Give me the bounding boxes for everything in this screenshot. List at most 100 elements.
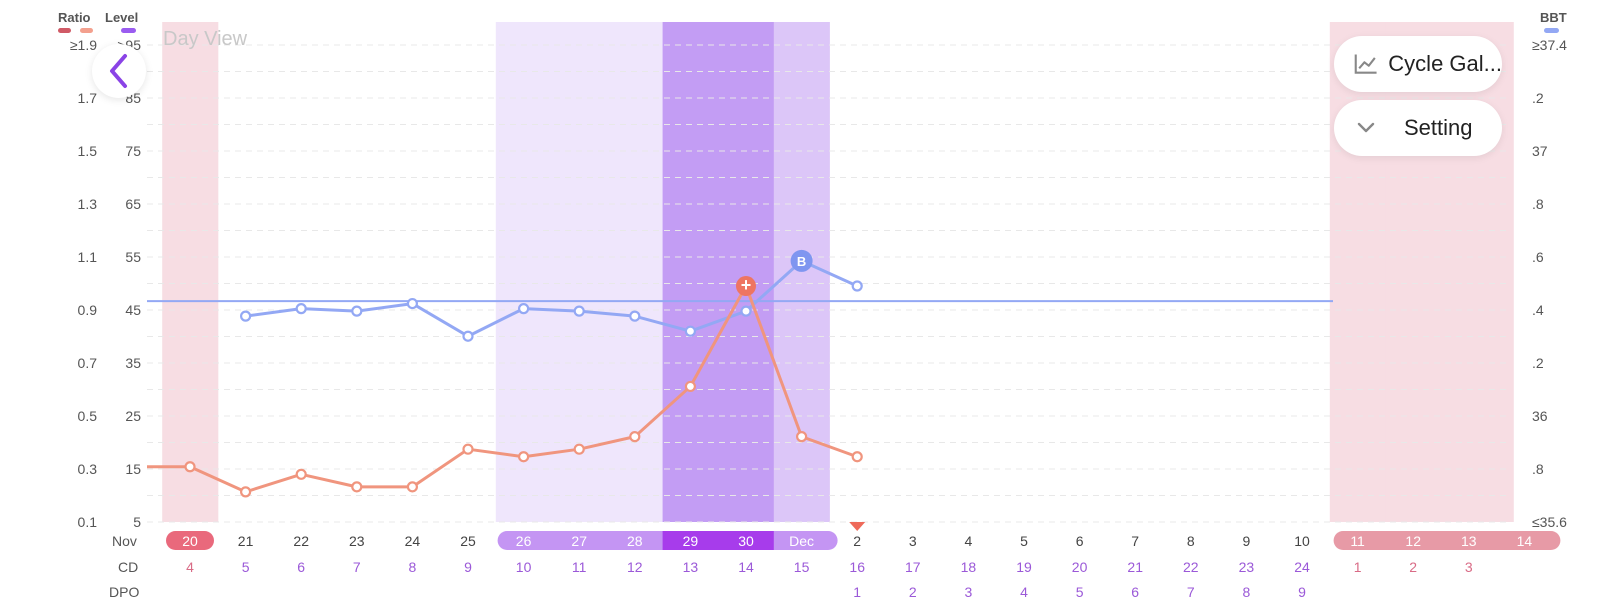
date-label: 13 [1461, 533, 1477, 549]
cd-label: 18 [961, 559, 977, 575]
bbt-swatch [1544, 28, 1559, 33]
lh-point [629, 431, 641, 443]
date-label: 10 [1294, 533, 1310, 549]
date-label: 24 [405, 533, 421, 549]
dpo-label: 7 [1187, 584, 1195, 600]
lh-line [147, 284, 858, 494]
dpo-label: 8 [1243, 584, 1251, 600]
cd-row-label: CD [118, 559, 138, 575]
setting-label: Setting [1404, 115, 1473, 140]
lh-point [406, 481, 418, 493]
level-tick-label: 65 [125, 196, 141, 212]
ratio-tick-label: 0.7 [78, 355, 98, 371]
lh-point [795, 431, 808, 443]
date-label: 29 [683, 533, 699, 549]
level-tick-label: 5 [133, 514, 141, 530]
date-label: 30 [738, 533, 754, 549]
ratio-tick-label: 0.9 [78, 302, 98, 318]
bbt-tick-label: ≥37.4 [1532, 37, 1567, 53]
lh-point [517, 451, 530, 463]
dpo-label: 5 [1076, 584, 1084, 600]
setting-button[interactable]: Setting [1334, 100, 1502, 156]
bbt-point [573, 305, 585, 317]
bbt-tick-label: .2 [1532, 90, 1544, 106]
date-label: 5 [1020, 533, 1028, 549]
period-date-pill [166, 531, 214, 550]
ratio-tick-label: 0.5 [78, 408, 98, 424]
cd-label: 19 [1016, 559, 1032, 575]
cycle-gallery-label: Cycle Gal... [1388, 51, 1502, 76]
cd-label: 24 [1294, 559, 1310, 575]
chevron-left-icon [110, 54, 127, 88]
bbt-point [740, 305, 752, 317]
cd-label: 22 [1183, 559, 1199, 575]
day-band [773, 22, 830, 522]
bbt-point [517, 303, 530, 315]
bbt-point [406, 297, 418, 310]
back-button[interactable] [92, 44, 146, 98]
date-label: 20 [182, 533, 198, 549]
lh-point [184, 461, 196, 473]
date-label: 8 [1187, 533, 1195, 549]
level-axis-header: Level [105, 10, 138, 25]
chevron-down-icon [1357, 122, 1375, 133]
day-band [1441, 22, 1498, 522]
lh-peak-marker [736, 276, 756, 297]
cd-label: 11 [572, 559, 587, 575]
lh-point [851, 451, 863, 463]
bbt-marker [790, 249, 813, 272]
day-band [1329, 22, 1386, 522]
bbt-point [462, 330, 474, 342]
bbt-point [629, 310, 641, 322]
line-chart-icon [1354, 54, 1377, 74]
cd-label: 23 [1239, 559, 1255, 575]
day-band [718, 22, 775, 522]
ratio-tick-label: 1.1 [78, 249, 98, 265]
day-band [662, 22, 719, 522]
cd-label: 2 [1409, 559, 1417, 575]
cd-label: 12 [627, 559, 643, 575]
date-label: 4 [965, 533, 973, 549]
day-band [162, 22, 219, 522]
cd-label: 7 [353, 559, 361, 575]
ratio-dark-swatch [58, 28, 71, 33]
ratio-tick-label: 1.5 [78, 143, 98, 159]
predicted-period-date-pill [1333, 531, 1561, 550]
date-label: 27 [571, 533, 587, 549]
today-indicator-icon [849, 522, 866, 531]
date-label: 3 [909, 533, 917, 549]
lh-point [462, 443, 474, 455]
cd-label: 13 [683, 559, 699, 575]
cd-label: 17 [905, 559, 921, 575]
peak-date-pill [662, 531, 774, 550]
date-label: 2 [853, 533, 861, 549]
lh-point [295, 468, 307, 480]
bbt-tick-label: .2 [1532, 355, 1544, 371]
month-label: Nov [112, 533, 137, 549]
lh-point [240, 486, 252, 498]
cd-label: 15 [794, 559, 810, 575]
date-label: 7 [1131, 533, 1139, 549]
date-label: 11 [1350, 533, 1365, 549]
cycle-gallery-button[interactable]: Cycle Gal... [1334, 36, 1502, 92]
bbt-tick-label: 37 [1532, 143, 1548, 159]
day-view-title: Day View [163, 28, 248, 50]
cd-label: 21 [1127, 559, 1143, 575]
bbt-point [295, 303, 307, 315]
level-tick-label: 55 [125, 249, 141, 265]
dpo-label: 1 [853, 584, 861, 600]
ratio-tick-label: 0.3 [78, 461, 98, 477]
ratio-tick-label: 1.7 [78, 90, 98, 106]
ratio-tick-label: ≥1.9 [70, 37, 97, 53]
level-swatch [121, 28, 136, 33]
dpo-row-label: DPO [109, 584, 139, 600]
cd-label: 16 [849, 559, 865, 575]
bbt-tick-label: .6 [1532, 249, 1544, 265]
cd-label: 10 [516, 559, 532, 575]
date-label: 23 [349, 533, 365, 549]
ratio-light-swatch [80, 28, 93, 33]
bbt-axis-header: BBT [1540, 10, 1567, 25]
cd-label: 8 [409, 559, 417, 575]
day-band [495, 22, 552, 522]
